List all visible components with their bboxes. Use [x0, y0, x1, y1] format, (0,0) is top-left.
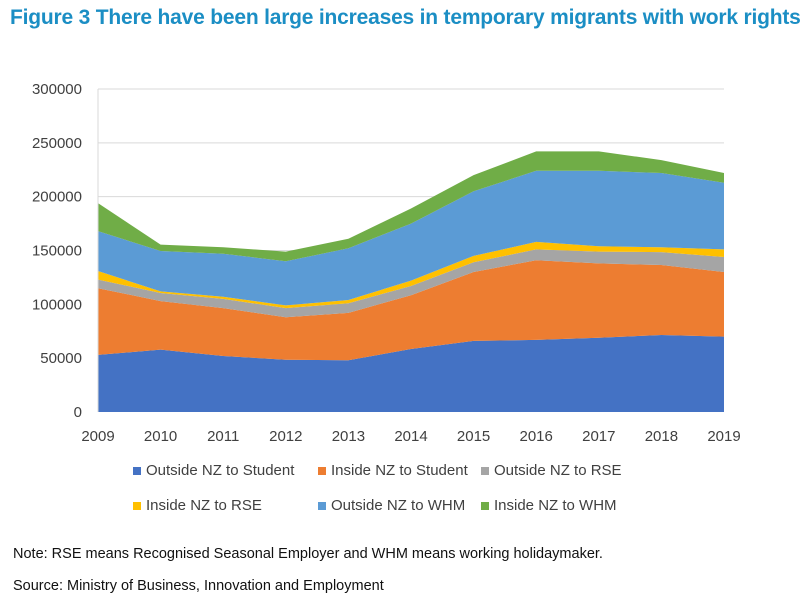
x-tick-label: 2010: [144, 428, 177, 445]
legend-item: Outside NZ to RSE: [481, 462, 622, 479]
legend-swatch: [481, 501, 489, 510]
x-tick-label: 2012: [269, 428, 302, 445]
legend-item: Inside NZ to WHM: [481, 497, 617, 514]
legend-swatch: [318, 466, 326, 475]
legend-swatch: [133, 501, 141, 510]
y-tick-label: 250000: [32, 135, 82, 152]
x-tick-label: 2019: [707, 428, 740, 445]
series-areas: [98, 151, 724, 412]
legend-item: Inside NZ to RSE: [133, 497, 262, 514]
x-tick-label: 2009: [81, 428, 114, 445]
y-tick-label: 200000: [32, 189, 82, 206]
x-tick-label: 2011: [207, 428, 239, 445]
area-outside-nz-to-whm: [98, 170, 724, 306]
footnote-note: Note: RSE means Recognised Seasonal Empl…: [13, 546, 603, 562]
x-tick-label: 2016: [520, 428, 553, 445]
legend-label: Inside NZ to Student: [331, 462, 468, 479]
x-tick-labels: 2009 2010 2011 2012 2013 2014 2015 2016 2017 2018…: [81, 428, 740, 445]
figure-title: Figure 3 There have been large increases…: [10, 6, 801, 29]
y-tick-label: 300000: [32, 81, 82, 98]
y-tick-labels: 0 50000 100000 150000 200000 250000 300000: [32, 81, 82, 421]
legend-label: Inside NZ to RSE: [146, 497, 262, 514]
legend-swatch: [481, 466, 489, 475]
footnote-source: Source: Ministry of Business, Innovation…: [13, 578, 384, 594]
x-tick-label: 2014: [394, 428, 427, 445]
x-tick-label: 2015: [457, 428, 490, 445]
y-tick-label: 100000: [32, 296, 82, 313]
area-outside-nz-to-student: [98, 335, 724, 412]
x-tick-label: 2018: [645, 428, 678, 445]
area-outside-nz-to-rse: [98, 249, 724, 318]
legend-label: Outside NZ to Student: [146, 462, 295, 479]
legend-swatch: [133, 466, 141, 475]
area-inside-nz-to-student: [98, 260, 724, 361]
legend-item: Outside NZ to Student: [133, 462, 294, 479]
area-inside-nz-to-rse: [98, 241, 724, 309]
area-inside-nz-to-whm: [98, 151, 724, 262]
legend-label: Outside NZ to RSE: [494, 462, 622, 479]
legend-item: Inside NZ to Student: [318, 462, 468, 479]
y-tick-label: 150000: [32, 243, 82, 260]
x-tick-label: 2017: [582, 428, 615, 445]
legend-label: Outside NZ to WHM: [331, 497, 466, 514]
legend-item: Outside NZ to WHM: [318, 497, 465, 514]
y-tick-label: 50000: [40, 350, 82, 367]
legend-swatch: [318, 501, 326, 510]
y-tick-label: 0: [74, 404, 82, 421]
x-tick-label: 2013: [332, 428, 365, 445]
legend-label: Inside NZ to WHM: [494, 497, 617, 514]
